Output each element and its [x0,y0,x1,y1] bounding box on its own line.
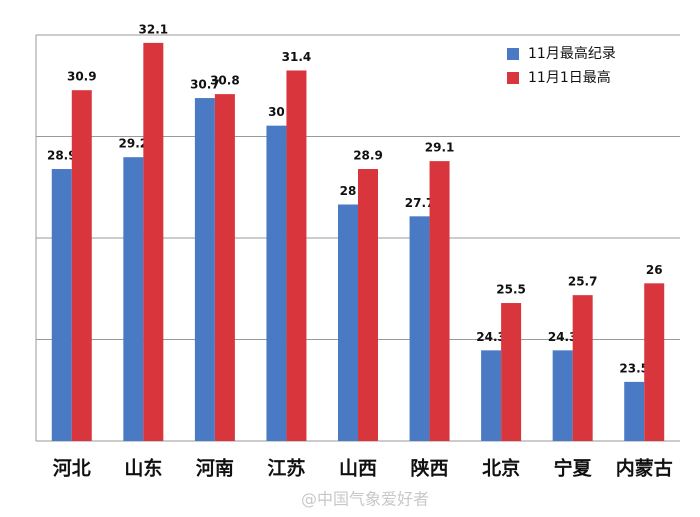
bar [552,350,573,441]
x-tick-label: 河南 [196,458,234,480]
bar [358,169,378,442]
bar [429,161,450,441]
value-label: 29.2 [119,137,149,151]
x-tick-label: 河北 [53,458,91,480]
value-label: 23.5 [619,361,649,375]
value-label: 25.5 [496,283,526,297]
bar [214,94,235,441]
legend-swatch [507,72,519,84]
value-label: 28 [340,184,357,198]
bar [624,381,645,441]
x-tick-label: 宁夏 [554,457,593,480]
value-label: 30.9 [67,70,97,84]
value-label: 30.8 [210,74,240,88]
bar [481,350,502,441]
value-label: 28.9 [47,149,77,163]
x-tick-label: 北京 [482,457,520,480]
value-label: 30.7 [190,78,220,92]
x-tick-label: 内蒙古 [616,457,673,480]
legend-swatch [507,48,519,60]
value-label: 29.1 [425,141,455,155]
watermark: @中国气象爱好者 [301,490,429,509]
bar [51,169,72,442]
legend-label: 11月最高纪录 [528,45,616,62]
x-tick-label: 陕西 [411,457,449,480]
value-label: 24.3 [548,330,578,344]
x-tick-label: 江苏 [267,457,305,480]
bar [143,42,164,442]
legend-label: 11月1日最高 [528,69,611,86]
bar [266,125,287,442]
bar [71,90,92,442]
bar [194,98,215,441]
bar [572,295,593,441]
bar [286,70,307,441]
value-label: 28.9 [353,149,383,163]
bar [644,283,665,441]
bar [338,204,358,441]
x-tick-label: 山东 [124,457,162,480]
value-label: 27.7 [405,196,435,210]
bar [501,303,522,441]
value-label: 24.3 [476,330,506,344]
value-label: 25.7 [568,275,598,289]
value-label: 32.1 [139,22,169,36]
value-label: 31.4 [282,50,312,64]
value-label: 30 [268,105,285,119]
x-tick-label: 山西 [339,458,377,480]
bar [409,216,430,441]
value-label: 26 [646,263,663,277]
bar [123,157,144,442]
